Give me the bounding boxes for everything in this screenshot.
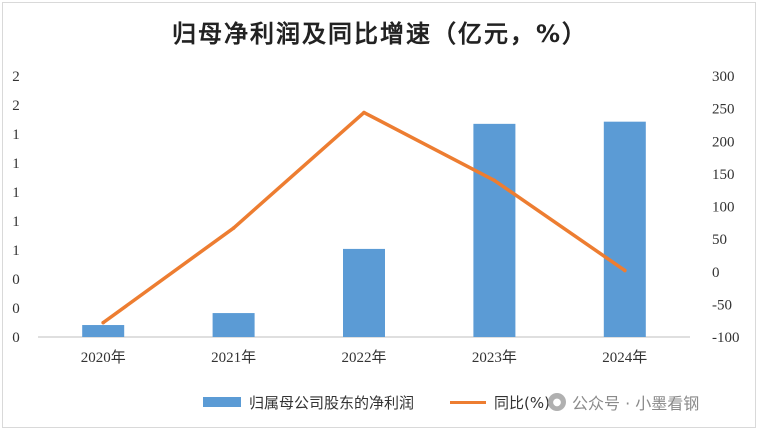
line-point bbox=[362, 110, 366, 115]
left-axis-tick-label: 0 bbox=[12, 272, 20, 288]
right-axis-tick-label: 250 bbox=[712, 102, 735, 118]
x-axis-tick-label: 2023年 bbox=[472, 349, 517, 366]
line-point bbox=[231, 226, 236, 230]
legend-bar-label: 归属母公司股东的净利润 bbox=[249, 393, 415, 412]
right-axis-tick-label: -50 bbox=[712, 297, 732, 313]
right-axis-tick-label: 300 bbox=[712, 69, 735, 85]
wechat-icon: ● bbox=[548, 393, 566, 411]
right-axis-tick-label: 150 bbox=[712, 167, 735, 183]
legend: 归属母公司股东的净利润 同比(%) bbox=[203, 391, 550, 413]
watermark-text: 公众号 · 小墨看钢 bbox=[572, 394, 700, 413]
left-axis-tick-label: 0 bbox=[12, 301, 20, 317]
bar bbox=[212, 313, 255, 337]
legend-line-label: 同比(%) bbox=[494, 393, 550, 412]
bar bbox=[603, 121, 646, 337]
line-point bbox=[101, 320, 105, 325]
line-point bbox=[492, 178, 497, 183]
legend-line-swatch bbox=[450, 400, 487, 404]
right-axis-tick-label: 50 bbox=[712, 232, 727, 248]
watermark: ● 公众号 · 小墨看钢 bbox=[548, 390, 699, 414]
x-axis-tick-label: 2021年 bbox=[211, 349, 256, 366]
x-axis-tick-label: 2022年 bbox=[341, 349, 386, 366]
x-axis-tick-label: 2024年 bbox=[602, 349, 647, 366]
left-axis-tick-label: 1 bbox=[12, 127, 20, 143]
bar bbox=[343, 248, 385, 337]
right-axis-tick-label: 0 bbox=[712, 265, 720, 281]
left-axis-tick-label: 2 bbox=[12, 98, 20, 114]
left-axis-tick-label: 0 bbox=[12, 330, 20, 346]
chart-title: 归母净利润及同比增速（亿元，%） bbox=[171, 20, 589, 48]
left-axis-tick-label: 1 bbox=[12, 156, 20, 172]
bar bbox=[473, 123, 516, 337]
right-axis-tick-label: 100 bbox=[712, 200, 735, 216]
bar bbox=[82, 325, 125, 337]
left-axis-tick-label: 1 bbox=[12, 214, 20, 230]
left-axis-tick-label: 1 bbox=[12, 243, 20, 259]
right-axis-tick-label: 200 bbox=[712, 134, 735, 150]
left-axis-tick-label: 2 bbox=[12, 69, 20, 85]
line-point bbox=[623, 268, 627, 273]
x-axis-tick-label: 2020年 bbox=[81, 349, 126, 366]
legend-bar-swatch bbox=[203, 397, 241, 407]
left-axis-tick-label: 1 bbox=[12, 185, 20, 201]
right-axis-tick-label: -100 bbox=[712, 330, 740, 346]
